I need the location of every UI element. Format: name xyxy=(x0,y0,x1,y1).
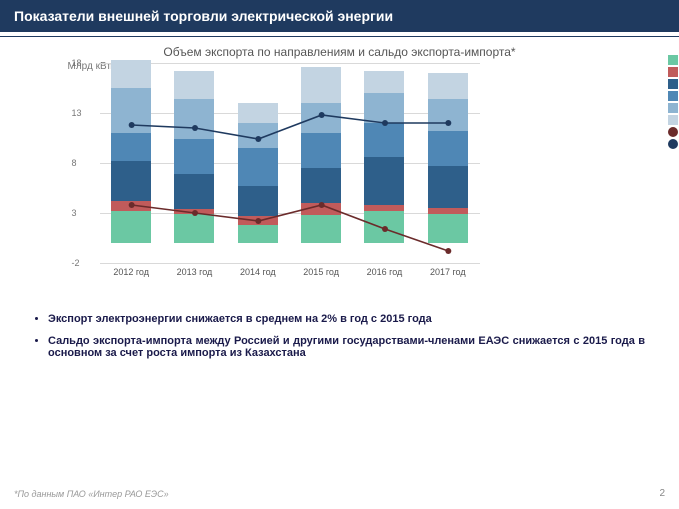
legend-swatch xyxy=(668,79,678,89)
bar-segment xyxy=(364,71,404,93)
bullet-list: Экспорт электроэнергии снижается в средн… xyxy=(34,313,645,359)
bar-segment xyxy=(238,123,278,148)
y-tick-label: 8 xyxy=(72,158,77,168)
legend-swatch xyxy=(668,55,678,65)
bar-segment xyxy=(174,174,214,209)
stacked-bar xyxy=(111,60,151,243)
x-tick-label: 2014 год xyxy=(238,267,278,277)
legend-swatch xyxy=(668,67,678,77)
bars-row xyxy=(100,63,480,263)
stacked-bar xyxy=(238,103,278,243)
y-tick-label: -2 xyxy=(72,258,80,268)
bar-segment xyxy=(428,131,468,166)
bar-segment xyxy=(364,93,404,123)
y-tick-label: 3 xyxy=(72,208,77,218)
bar-segment xyxy=(238,103,278,123)
bar-segment xyxy=(111,161,151,201)
legend-item: Белоруссия xyxy=(668,55,679,65)
legend-item: Сальдо ЕАЭС xyxy=(668,127,679,137)
page-number: 2 xyxy=(659,488,665,499)
legend-item: Сальдо прочие xyxy=(668,139,679,149)
bar-segment xyxy=(238,216,278,225)
header-divider xyxy=(0,36,679,37)
x-tick-label: 2012 год xyxy=(111,267,151,277)
bar-segment xyxy=(111,60,151,88)
slide-header: Показатели внешней торговли электрическо… xyxy=(0,0,679,32)
bullet-item: Экспорт электроэнергии снижается в средн… xyxy=(48,313,645,325)
bar-segment xyxy=(301,67,341,103)
stacked-bar xyxy=(174,71,214,243)
bar-segment xyxy=(301,215,341,243)
bar-segment xyxy=(238,148,278,186)
bar-segment xyxy=(364,123,404,157)
bar-segment xyxy=(301,168,341,203)
legend-item: Казахстан xyxy=(668,67,679,77)
legend-swatch xyxy=(668,103,678,113)
bar-segment xyxy=(174,99,214,139)
chart-title: Объем экспорта по направлениям и сальдо … xyxy=(60,45,620,59)
bar-segment xyxy=(174,71,214,99)
x-tick-label: 2016 год xyxy=(364,267,404,277)
bar-segment xyxy=(428,73,468,99)
bar-segment xyxy=(174,139,214,174)
bar-segment xyxy=(364,211,404,243)
bar-segment xyxy=(301,203,341,215)
legend-item: Остальные xyxy=(668,115,679,125)
stacked-bar xyxy=(301,67,341,243)
legend-swatch xyxy=(668,127,678,137)
legend-item: Литва xyxy=(668,103,679,113)
plot-area: -2381318 xyxy=(100,63,480,263)
bar-segment xyxy=(364,157,404,205)
y-tick-label: 18 xyxy=(72,58,82,68)
legend-swatch xyxy=(668,139,678,149)
x-axis-labels: 2012 год 2013 год 2014 год 2015 год 2016 год… xyxy=(100,267,480,277)
bar-segment xyxy=(111,133,151,161)
bar-segment xyxy=(111,201,151,211)
y-tick-label: 13 xyxy=(72,108,82,118)
bar-segment xyxy=(301,133,341,168)
legend-swatch xyxy=(668,115,678,125)
legend-swatch xyxy=(668,91,678,101)
stacked-bar xyxy=(364,71,404,243)
x-tick-label: 2013 год xyxy=(174,267,214,277)
bar-segment xyxy=(238,225,278,243)
bar-segment xyxy=(174,214,214,243)
chart-legend: Белоруссия Казахстан Финляндия Китай Литва Ос… xyxy=(668,55,679,151)
x-tick-label: 2015 год xyxy=(301,267,341,277)
bar-segment xyxy=(428,166,468,208)
grid-line xyxy=(100,263,480,264)
bar-segment xyxy=(238,186,278,216)
legend-item: Китай xyxy=(668,91,679,101)
bullet-item: Сальдо экспорта-импорта между Россией и … xyxy=(48,335,645,359)
stacked-bar xyxy=(428,73,468,243)
slide-title: Показатели внешней торговли электрическо… xyxy=(14,8,393,24)
chart-container: Объем экспорта по направлениям и сальдо … xyxy=(60,45,620,277)
bar-segment xyxy=(111,88,151,133)
legend-item: Финляндия xyxy=(668,79,679,89)
bar-segment xyxy=(301,103,341,133)
footnote: *По данным ПАО «Интер РАО ЕЭС» xyxy=(14,489,169,499)
bar-segment xyxy=(428,99,468,131)
bar-segment xyxy=(111,211,151,243)
bar-segment xyxy=(428,214,468,243)
x-tick-label: 2017 год xyxy=(428,267,468,277)
